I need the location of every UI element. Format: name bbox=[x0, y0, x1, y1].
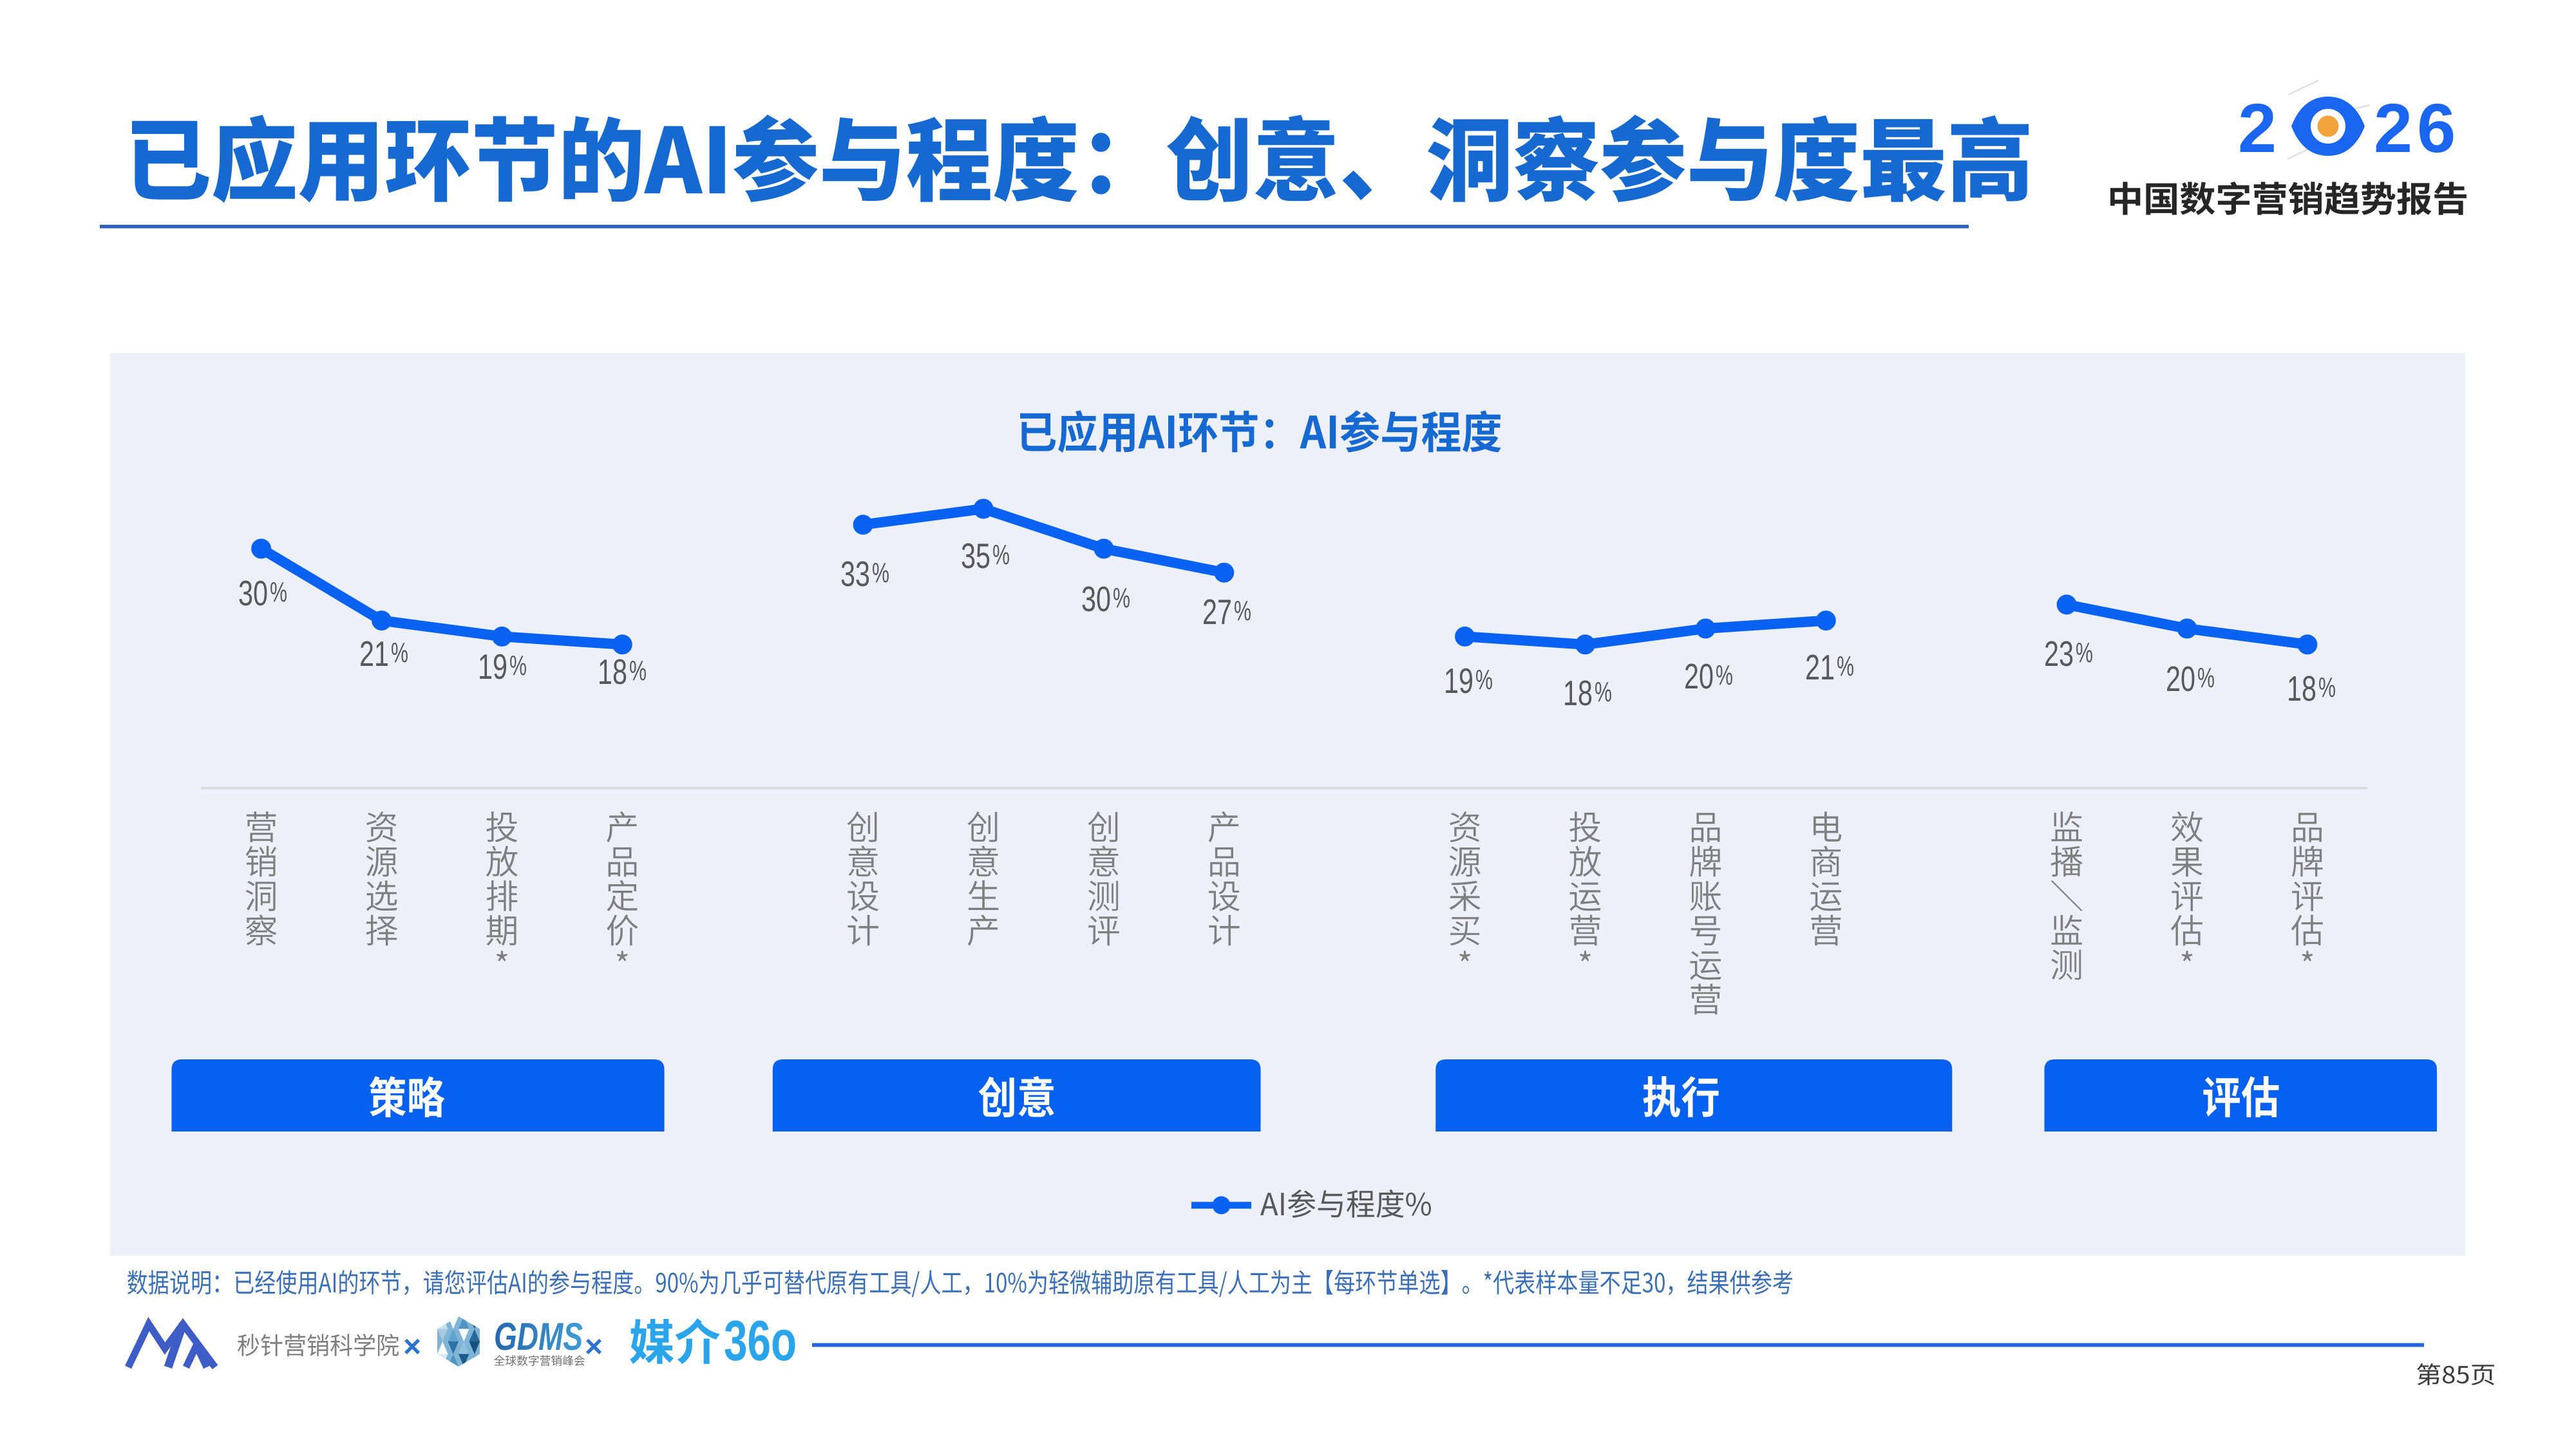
svg-text:%: % bbox=[872, 557, 889, 589]
svg-text:%: % bbox=[1837, 650, 1854, 682]
svg-text:18: 18 bbox=[2287, 668, 2316, 708]
svg-text:23: 23 bbox=[2044, 634, 2074, 674]
svg-text:21: 21 bbox=[1805, 647, 1835, 687]
svg-text:%: % bbox=[629, 655, 647, 687]
svg-text:21: 21 bbox=[359, 634, 389, 674]
svg-text:36o: 36o bbox=[724, 1309, 797, 1372]
svg-text:×: × bbox=[585, 1330, 603, 1364]
svg-text:19: 19 bbox=[1444, 661, 1473, 701]
svg-text:20: 20 bbox=[1684, 656, 1714, 696]
svg-text:GDMS: GDMS bbox=[494, 1315, 583, 1358]
svg-text:18: 18 bbox=[598, 652, 627, 692]
svg-text:30: 30 bbox=[238, 573, 268, 613]
svg-text:33: 33 bbox=[840, 554, 870, 594]
svg-text:%: % bbox=[509, 650, 527, 681]
svg-text:%: % bbox=[391, 637, 408, 668]
svg-text:%: % bbox=[2076, 637, 2093, 668]
svg-text:%: % bbox=[2318, 672, 2336, 703]
svg-text:×: × bbox=[403, 1330, 421, 1364]
svg-text:%: % bbox=[2197, 662, 2215, 694]
svg-text:19: 19 bbox=[478, 647, 507, 687]
svg-text:%: % bbox=[1716, 659, 1733, 691]
svg-text:%: % bbox=[1113, 582, 1130, 614]
svg-text:20: 20 bbox=[2166, 659, 2195, 699]
svg-text:%: % bbox=[1595, 676, 1612, 708]
svg-text:35: 35 bbox=[961, 536, 990, 576]
svg-text:%: % bbox=[1234, 595, 1251, 627]
svg-text:30: 30 bbox=[1081, 579, 1111, 619]
svg-text:2: 2 bbox=[2238, 89, 2277, 167]
svg-text:%: % bbox=[1475, 664, 1493, 696]
svg-text:26: 26 bbox=[2374, 89, 2460, 167]
svg-text:%: % bbox=[992, 539, 1010, 571]
svg-text:%: % bbox=[270, 576, 287, 608]
svg-text:27: 27 bbox=[1202, 592, 1232, 632]
svg-text:18: 18 bbox=[1563, 673, 1593, 713]
